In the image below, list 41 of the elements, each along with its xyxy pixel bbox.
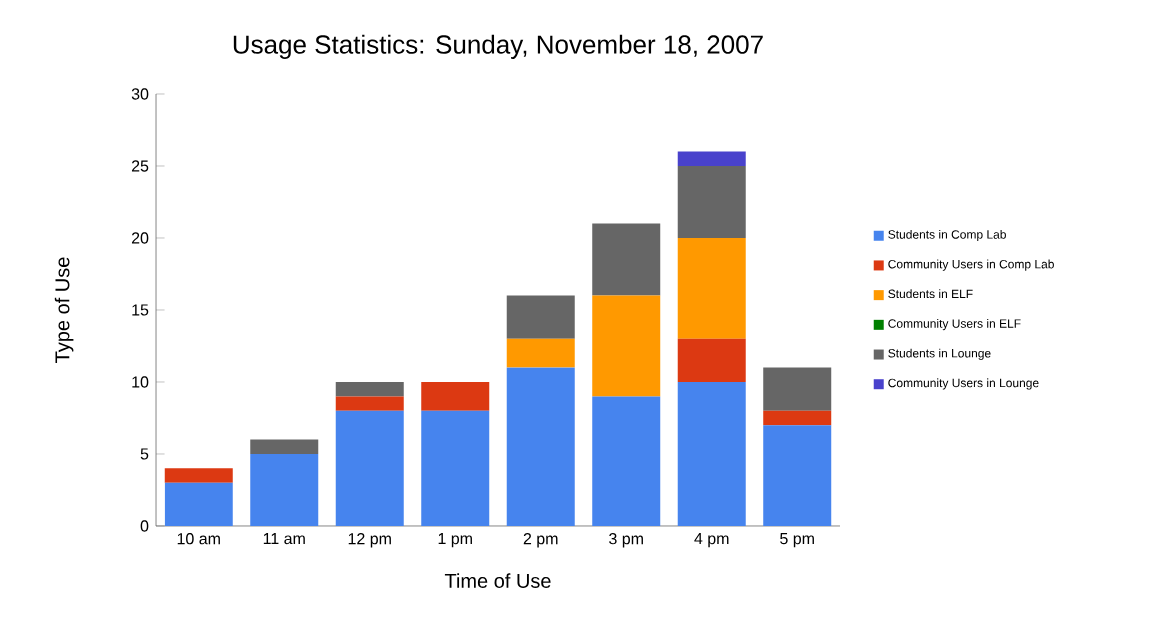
bar: [335, 396, 404, 411]
bar: [335, 410, 404, 526]
bar: [677, 338, 746, 382]
bar: [421, 381, 490, 411]
bar: [506, 295, 575, 339]
y-tick-label: 5: [140, 448, 149, 460]
y-axis-title: Type of Use: [54, 257, 74, 363]
bar: [677, 165, 746, 238]
bar: [250, 453, 319, 526]
bar: [506, 367, 575, 526]
bar: [164, 468, 233, 483]
x-tick-label: 5 pm: [780, 533, 814, 548]
bar: [592, 223, 661, 296]
x-tick-label: 10 am: [177, 533, 220, 545]
bar: [763, 410, 832, 426]
bar: [506, 338, 575, 368]
bar: [677, 237, 746, 339]
x-tick-label: 2 pm: [523, 533, 558, 548]
x-tick-label: 12 pm: [348, 533, 391, 548]
y-tick-label: 20: [131, 232, 149, 244]
bar: [164, 482, 233, 526]
bar: [592, 295, 661, 397]
y-tick-label: 0: [140, 520, 149, 532]
y-tick-label: 30: [131, 88, 149, 100]
x-tick-label: 4 pm: [694, 533, 729, 548]
y-tick-label: 25: [131, 160, 149, 172]
bar: [250, 439, 319, 454]
x-axis-title: Time of Use: [444, 573, 551, 588]
bar: [335, 381, 404, 397]
chart-title: Usage Statistics: Sunday, November 18, 2007: [233, 34, 763, 59]
y-tick-label: 15: [132, 304, 149, 316]
bar: [677, 151, 746, 166]
bar: [421, 410, 490, 526]
x-tick-label: 11 am: [263, 533, 305, 545]
bar: [763, 367, 832, 411]
x-tick-label: 3 pm: [609, 533, 643, 548]
bar: [677, 381, 746, 526]
bar: [592, 396, 661, 526]
y-tick-label: 10: [132, 376, 149, 388]
x-tick-label: 1 pm: [438, 533, 472, 548]
bar: [763, 425, 832, 526]
